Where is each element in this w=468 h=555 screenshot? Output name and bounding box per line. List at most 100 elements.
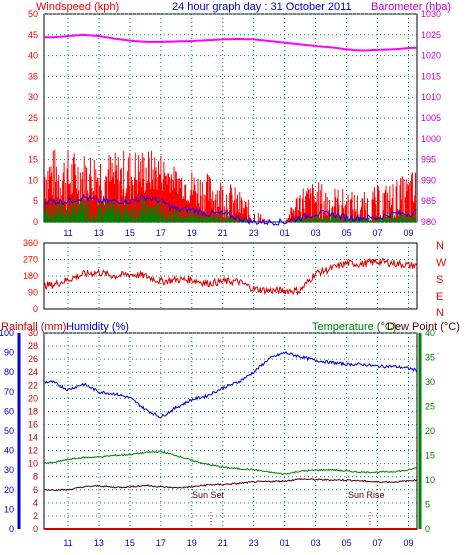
humidity-tick-label: 10 — [4, 504, 14, 514]
y-tick-label: 35 — [28, 71, 38, 81]
temperature-line — [44, 450, 418, 476]
temp-tick-label: 40 — [425, 328, 435, 338]
y-tick-label: 180 — [23, 271, 38, 281]
x-tick-label: 01 — [280, 538, 290, 548]
rain-tick-label: 4 — [33, 498, 38, 508]
baro-title: Barometer (hba) — [371, 1, 451, 13]
x-tick-label: 19 — [187, 228, 197, 238]
humidity-tick-label: 60 — [4, 406, 14, 416]
rain-tick-label: 26 — [28, 354, 38, 364]
humidity-tick-label: 80 — [4, 367, 14, 377]
sunrise-label: Sun Rise — [348, 490, 385, 500]
y2-tick-label: 1005 — [421, 113, 441, 123]
x-tick-label: 01 — [280, 228, 290, 238]
dew-title: Dew Point (°C) — [387, 321, 460, 333]
wind-title: Windspeed (kph) — [36, 1, 119, 13]
rain-tick-label: 10 — [28, 459, 38, 469]
x-tick-label: 21 — [218, 228, 228, 238]
rain-tick-label: 12 — [28, 446, 38, 456]
rain-tick-label: 28 — [28, 341, 38, 351]
temp-tick-label: 20 — [425, 426, 435, 436]
y2-tick-label: 990 — [421, 175, 436, 185]
wind-low-bars — [44, 197, 416, 222]
rain-tick-label: 6 — [33, 485, 38, 495]
temp-tick-label: 25 — [425, 402, 435, 412]
x-tick-label: 19 — [187, 538, 197, 548]
dir-label: S — [436, 274, 443, 286]
humidity-tick-label: 30 — [4, 465, 14, 475]
rain-tick-label: 16 — [28, 419, 38, 429]
direction-labels: N W S E N — [436, 240, 447, 319]
humidity-line — [44, 351, 418, 419]
x-tick-label: 17 — [156, 538, 166, 548]
rain-tick-label: 18 — [28, 406, 38, 416]
x-tick-label: 11 — [63, 228, 72, 238]
x-tick-label: 15 — [125, 228, 135, 238]
y-tick-label: 90 — [28, 288, 38, 298]
sunset-label: Sun Set — [192, 490, 225, 500]
wind-average-line — [44, 193, 417, 226]
x-tick-label: 07 — [373, 228, 383, 238]
tick-labels: 1111131315151717191921212323010103030505… — [0, 9, 441, 548]
barometer-line — [44, 33, 417, 52]
y2-tick-label: 985 — [421, 196, 436, 206]
humidity-tick-label: 40 — [4, 446, 14, 456]
temp-tick-label: 30 — [425, 377, 435, 387]
rain-tick-label: 22 — [28, 380, 38, 390]
y2-tick-label: 1010 — [421, 92, 441, 102]
x-tick-label: 13 — [94, 228, 104, 238]
y2-tick-label: 1015 — [421, 71, 441, 81]
y2-tick-label: 1030 — [421, 9, 441, 19]
humidity-tick-label: 20 — [4, 485, 14, 495]
y-tick-label: 0 — [33, 304, 38, 314]
humidity-tick-label: 100 — [0, 328, 14, 338]
x-tick-label: 03 — [311, 538, 321, 548]
y2-tick-label: 980 — [421, 217, 436, 227]
y-tick-label: 5 — [33, 196, 38, 206]
dewpoint-line — [44, 478, 418, 492]
temp-title: Temperature (°C) — [312, 321, 396, 333]
humidity-tick-label: 90 — [4, 348, 14, 358]
y-tick-label: 20 — [28, 134, 38, 144]
x-tick-label: 05 — [342, 228, 352, 238]
humidity-tick-label: 50 — [4, 426, 14, 436]
temp-tick-label: 0 — [425, 524, 430, 534]
y2-tick-label: 995 — [421, 155, 436, 165]
x-tick-label: 09 — [403, 228, 413, 238]
x-tick-label: 11 — [63, 538, 72, 548]
x-tick-label: 17 — [156, 228, 166, 238]
x-tick-label: 21 — [218, 538, 228, 548]
rain-title: Rainfall (mm) — [1, 321, 66, 333]
rain-tick-label: 8 — [33, 472, 38, 482]
x-tick-label: 09 — [403, 538, 413, 548]
rain-tick-label: 0 — [33, 524, 38, 534]
temp-tick-label: 15 — [425, 451, 435, 461]
temp-tick-label: 35 — [425, 353, 435, 363]
y-tick-label: 10 — [28, 175, 38, 185]
y-tick-label: 15 — [28, 155, 38, 165]
dir-label: N — [436, 307, 444, 319]
x-tick-label: 23 — [249, 538, 259, 548]
y-tick-label: 45 — [28, 30, 38, 40]
chart-marks — [17, 33, 422, 530]
x-tick-label: 15 — [125, 538, 135, 548]
y-tick-label: 40 — [28, 51, 38, 61]
dir-label: N — [436, 240, 444, 252]
chart-title: 24 hour graph day : 31 October 2011 — [172, 1, 352, 13]
rain-tick-label: 24 — [28, 367, 38, 377]
y-tick-label: 50 — [28, 9, 38, 19]
x-tick-label: 13 — [94, 538, 104, 548]
temp-tick-label: 5 — [425, 500, 430, 510]
y2-tick-label: 1000 — [421, 134, 441, 144]
y-tick-label: 270 — [23, 255, 38, 265]
y-tick-label: 0 — [33, 217, 38, 227]
rain-tick-label: 2 — [33, 511, 38, 521]
x-tick-label: 23 — [249, 228, 259, 238]
dir-label: E — [436, 291, 443, 303]
rain-tick-label: 20 — [28, 393, 38, 403]
wind-direction-line — [44, 257, 418, 297]
x-tick-label: 05 — [342, 538, 352, 548]
rain-tick-label: 30 — [28, 328, 38, 338]
humidity-tick-label: 0 — [9, 524, 14, 534]
